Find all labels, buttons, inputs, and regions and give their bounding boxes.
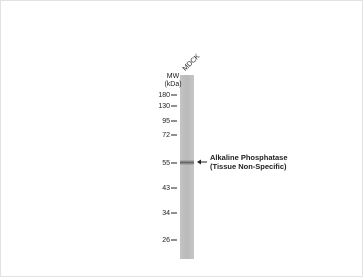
mw-unit: (kDa): [164, 81, 181, 88]
mw-label: MW: [167, 73, 180, 80]
marker-label: 130: [158, 103, 170, 110]
marker-label: 72: [162, 132, 170, 139]
marker-label: 95: [162, 118, 170, 125]
page: MDCK MW (kDa) Alkaline Phosphatase (Tiss…: [0, 0, 363, 277]
band-label: Alkaline Phosphatase: [210, 153, 288, 162]
marker-label: 55: [162, 160, 170, 167]
lane: [180, 75, 194, 259]
marker-label: 26: [162, 237, 170, 244]
western-blot: MDCK MW (kDa) Alkaline Phosphatase (Tiss…: [0, 0, 363, 277]
marker-label: 34: [162, 210, 170, 217]
marker-label: 180: [158, 92, 170, 99]
marker-label: 43: [162, 185, 170, 192]
band: [180, 160, 194, 165]
band-label: (Tissue Non-Specific): [210, 162, 287, 171]
